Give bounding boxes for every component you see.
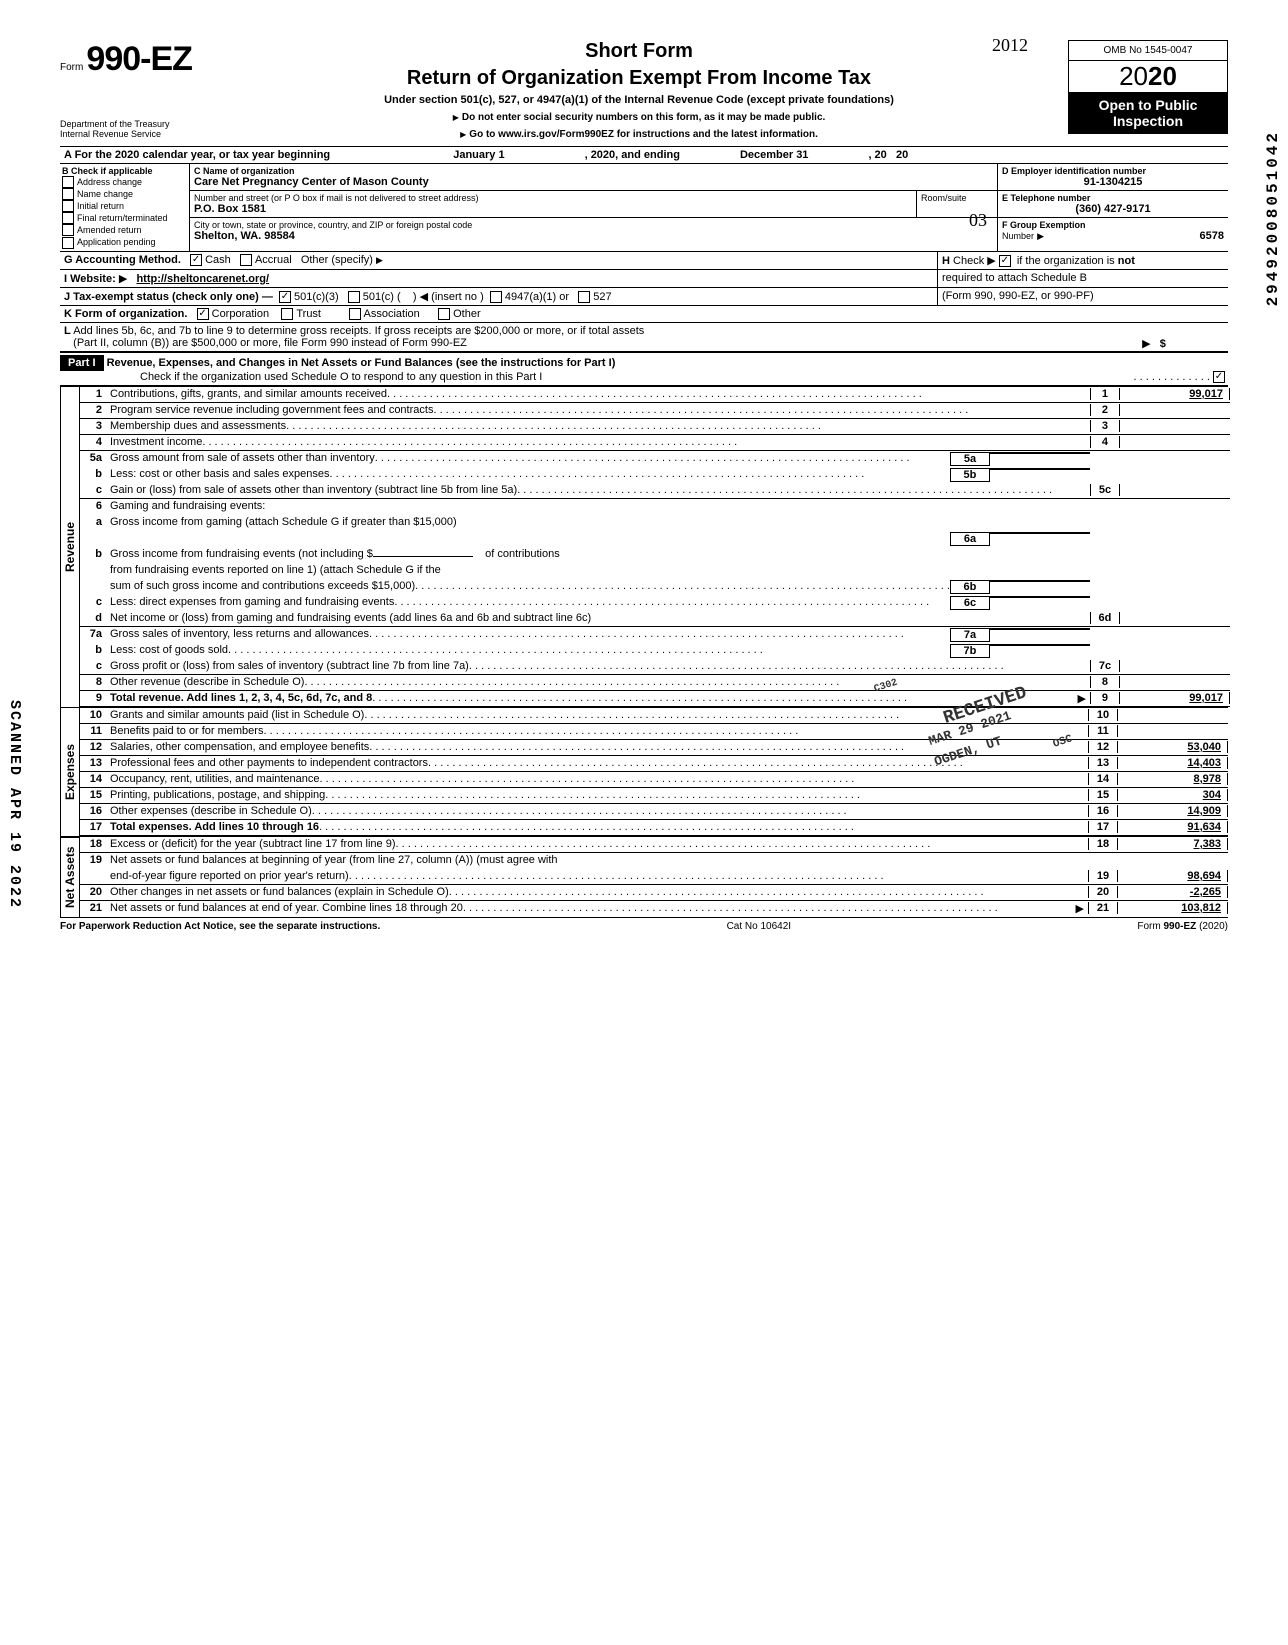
- line12-value: 53,040: [1118, 741, 1228, 753]
- addr-label: Number and street (or P O box if mail is…: [194, 193, 912, 203]
- line9-value: 99,017: [1120, 692, 1230, 704]
- check-final-return[interactable]: Final return/terminated: [62, 212, 187, 224]
- short-form-label: Short Form: [218, 40, 1060, 63]
- org-name: Care Net Pregnancy Center of Mason Count…: [194, 176, 993, 188]
- section-f-label: F Group Exemption: [1002, 220, 1086, 230]
- check-corp[interactable]: ✓: [197, 308, 209, 320]
- section-b: B Check if applicable Address change Nam…: [60, 164, 190, 251]
- subtitle: Under section 501(c), 527, or 4947(a)(1)…: [218, 94, 1060, 106]
- website-value: http://sheltoncarenet.org/: [136, 273, 269, 285]
- expenses-label: Expenses: [60, 708, 80, 836]
- check-501c[interactable]: [348, 291, 360, 303]
- check-cash[interactable]: ✓: [190, 254, 202, 266]
- check-address-change[interactable]: Address change: [62, 176, 187, 188]
- main-title: Return of Organization Exempt From Incom…: [218, 67, 1060, 90]
- inspection-box: Open to Public Inspection: [1068, 92, 1228, 134]
- revenue-section: 1Contributions, gifts, grants, and simil…: [80, 387, 1230, 707]
- city-value: Shelton, WA. 98584: [194, 230, 993, 242]
- handwritten-suite: 03: [969, 210, 987, 231]
- document-id: 29492008051042: [1264, 130, 1282, 306]
- ssn-note: Do not enter social security numbers on …: [218, 112, 1060, 123]
- line-k: K Form of organization. ✓Corporation Tru…: [60, 306, 1228, 323]
- room-label: Room/suite: [921, 193, 993, 203]
- line-l: L Add lines 5b, 6c, and 7b to line 9 to …: [60, 323, 1228, 352]
- form-header: Form 990-EZ Department of the Treasury I…: [60, 40, 1228, 147]
- section-h-cont2: (Form 990, 990-EZ, or 990-PF): [938, 288, 1228, 305]
- phone-value: (360) 427-9171: [1002, 203, 1224, 215]
- check-assoc[interactable]: [349, 308, 361, 320]
- city-label: City or town, state or province, country…: [194, 220, 993, 230]
- check-schedule-o[interactable]: ✓: [1213, 371, 1225, 383]
- ein-value: 91-1304215: [1002, 176, 1224, 188]
- section-j-label: J Tax-exempt status (check only one) —: [64, 291, 273, 303]
- scanned-stamp: SCANNED APR 19 2022: [6, 700, 23, 909]
- expenses-section: 10Grants and similar amounts paid (list …: [80, 708, 1228, 836]
- line17-value: 91,634: [1118, 821, 1228, 833]
- footer: For Paperwork Reduction Act Notice, see …: [60, 917, 1228, 932]
- line-a: A For the 2020 calendar year, or tax yea…: [60, 147, 1228, 164]
- part1-header: Part I Revenue, Expenses, and Changes in…: [60, 352, 1228, 386]
- dept-treasury: Department of the Treasury: [60, 119, 210, 129]
- check-trust[interactable]: [281, 308, 293, 320]
- form-prefix: Form: [60, 62, 83, 73]
- line19-value: 98,694: [1118, 870, 1228, 882]
- goto-note: Go to www.irs.gov/Form990EZ for instruct…: [218, 129, 1060, 140]
- check-501c3[interactable]: ✓: [279, 291, 291, 303]
- line18-value: 7,383: [1118, 838, 1228, 850]
- section-d-label: D Employer identification number: [1002, 166, 1146, 176]
- check-h[interactable]: ✓: [999, 255, 1011, 267]
- line16-value: 14,909: [1118, 805, 1228, 817]
- form-number: 990-EZ: [86, 40, 192, 78]
- check-527[interactable]: [578, 291, 590, 303]
- line14-value: 8,978: [1118, 773, 1228, 785]
- line20-value: -2,265: [1118, 886, 1228, 898]
- addr-value: P.O. Box 1581: [194, 203, 912, 215]
- right-header-boxes: OMB No 1545-0047 2020 Open to Public Ins…: [1068, 40, 1228, 134]
- check-name-change[interactable]: Name change: [62, 188, 187, 200]
- section-h-cont1: required to attach Schedule B: [938, 270, 1228, 287]
- dept-irs: Internal Revenue Service: [60, 129, 210, 139]
- check-4947[interactable]: [490, 291, 502, 303]
- line21-value: 103,812: [1118, 902, 1228, 914]
- netassets-section: 18Excess or (deficit) for the year (subt…: [80, 837, 1228, 917]
- line1-value: 99,017: [1120, 388, 1230, 400]
- revenue-label: Revenue: [60, 387, 80, 707]
- handwritten-year: 2012: [992, 35, 1028, 56]
- check-amended-return[interactable]: Amended return: [62, 224, 187, 236]
- omb-box: OMB No 1545-0047: [1068, 40, 1228, 60]
- year-box: 2020: [1068, 60, 1228, 92]
- section-h: H Check ▶ ✓ if the organization is not: [938, 252, 1228, 269]
- line13-value: 14,403: [1118, 757, 1228, 769]
- section-i-label: I Website:: [64, 273, 116, 285]
- line15-value: 304: [1118, 789, 1228, 801]
- group-num: 6578: [1200, 230, 1224, 242]
- netassets-label: Net Assets: [60, 837, 80, 917]
- check-other[interactable]: [438, 308, 450, 320]
- check-accrual[interactable]: [240, 254, 252, 266]
- section-e-label: E Telephone number: [1002, 193, 1090, 203]
- check-initial-return[interactable]: Initial return: [62, 200, 187, 212]
- section-c-label: C Name of organization: [194, 166, 295, 176]
- section-g-label: G Accounting Method.: [64, 254, 181, 266]
- check-application-pending[interactable]: Application pending: [62, 236, 187, 248]
